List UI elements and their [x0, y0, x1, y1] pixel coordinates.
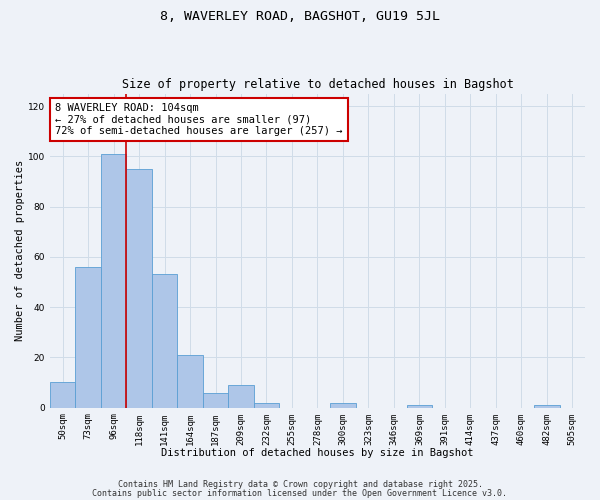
Bar [534, 405, 560, 407]
Bar [76, 267, 101, 408]
Bar [254, 402, 279, 407]
X-axis label: Distribution of detached houses by size in Bagshot: Distribution of detached houses by size … [161, 448, 473, 458]
Bar [152, 274, 177, 407]
Bar [203, 392, 228, 407]
Text: Contains public sector information licensed under the Open Government Licence v3: Contains public sector information licen… [92, 488, 508, 498]
Bar [177, 355, 203, 408]
Bar [228, 385, 254, 407]
Text: 8, WAVERLEY ROAD, BAGSHOT, GU19 5JL: 8, WAVERLEY ROAD, BAGSHOT, GU19 5JL [160, 10, 440, 23]
Text: 8 WAVERLEY ROAD: 104sqm
← 27% of detached houses are smaller (97)
72% of semi-de: 8 WAVERLEY ROAD: 104sqm ← 27% of detache… [55, 103, 343, 136]
Bar [127, 169, 152, 408]
Bar [330, 402, 356, 407]
Bar [101, 154, 127, 407]
Bar [50, 382, 76, 407]
Y-axis label: Number of detached properties: Number of detached properties [15, 160, 25, 341]
Text: Contains HM Land Registry data © Crown copyright and database right 2025.: Contains HM Land Registry data © Crown c… [118, 480, 482, 489]
Bar [407, 405, 432, 407]
Title: Size of property relative to detached houses in Bagshot: Size of property relative to detached ho… [122, 78, 514, 91]
